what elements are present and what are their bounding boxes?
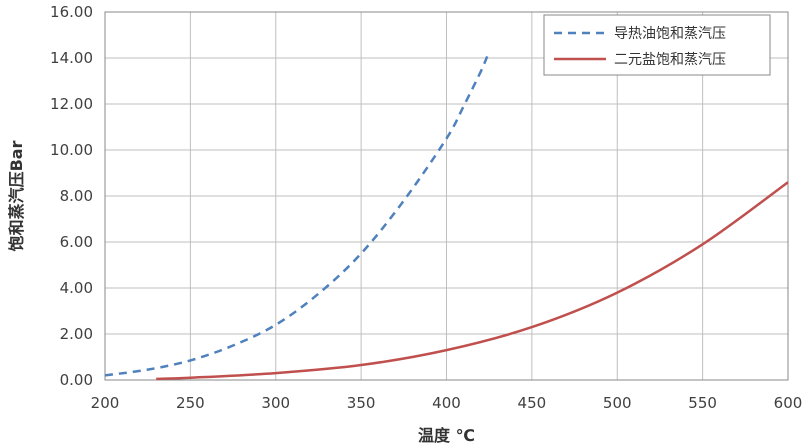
y-tick-label: 16.00 (50, 3, 93, 21)
x-tick-label: 450 (518, 394, 547, 412)
plot-frame (104, 11, 789, 381)
series-line-0 (104, 55, 489, 377)
x-tick-label: 600 (774, 394, 803, 412)
y-tick-label: 0.00 (60, 371, 93, 389)
legend: 导热油饱和蒸汽压 二元盐饱和蒸汽压 (543, 14, 771, 76)
x-tick-label: 400 (432, 394, 461, 412)
x-tick-labels: 200 250 300 350 400 450 500 550 600 (91, 394, 803, 412)
y-axis-title: 饱和蒸汽压Bar (7, 140, 26, 251)
legend-box (543, 14, 771, 76)
y-tick-label: 14.00 (50, 49, 93, 67)
y-tick-label: 8.00 (60, 187, 93, 205)
x-tick-label: 350 (347, 394, 376, 412)
y-tick-label: 4.00 (60, 279, 93, 297)
legend-label-oil: 导热油饱和蒸汽压 (614, 26, 726, 42)
y-tick-label: 6.00 (60, 233, 93, 251)
y-tick-label: 12.00 (50, 95, 93, 113)
series-layer (104, 55, 789, 381)
x-axis-title: 温度 ℃ (417, 426, 475, 445)
legend-label-salt: 二元盐饱和蒸汽压 (614, 52, 726, 68)
y-tick-label: 10.00 (50, 141, 93, 159)
x-tick-label: 300 (261, 394, 290, 412)
x-tick-label: 250 (176, 394, 205, 412)
series-line-1 (156, 181, 789, 381)
x-tick-label: 200 (91, 394, 120, 412)
x-tick-label: 500 (603, 394, 632, 412)
x-tick-label: 550 (688, 394, 717, 412)
y-tick-label: 2.00 (60, 325, 93, 343)
y-tick-labels: 0.00 2.00 4.00 6.00 8.00 10.00 12.00 14.00 16.00 (50, 3, 93, 389)
